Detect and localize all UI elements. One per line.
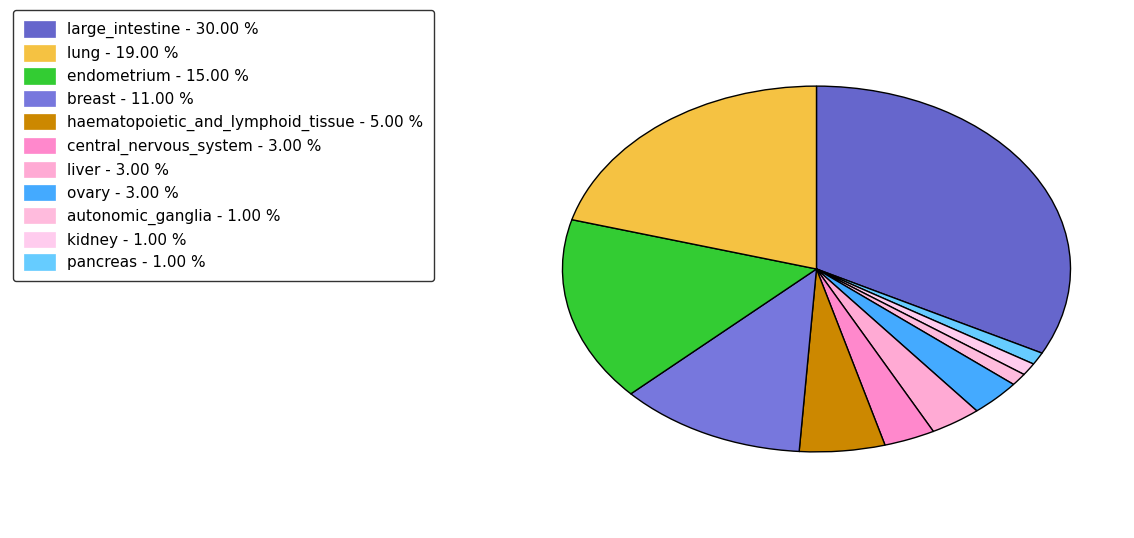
Wedge shape [816,269,1042,364]
Wedge shape [816,269,1014,411]
Wedge shape [816,269,976,431]
Legend: large_intestine - 30.00 %, lung - 19.00 %, endometrium - 15.00 %, breast - 11.00: large_intestine - 30.00 %, lung - 19.00 … [14,10,433,281]
Wedge shape [562,220,816,394]
Wedge shape [816,86,1070,353]
Wedge shape [816,269,933,445]
Wedge shape [816,269,1033,374]
Wedge shape [816,269,1024,385]
Wedge shape [631,269,816,451]
Wedge shape [572,86,816,269]
Wedge shape [799,269,885,452]
